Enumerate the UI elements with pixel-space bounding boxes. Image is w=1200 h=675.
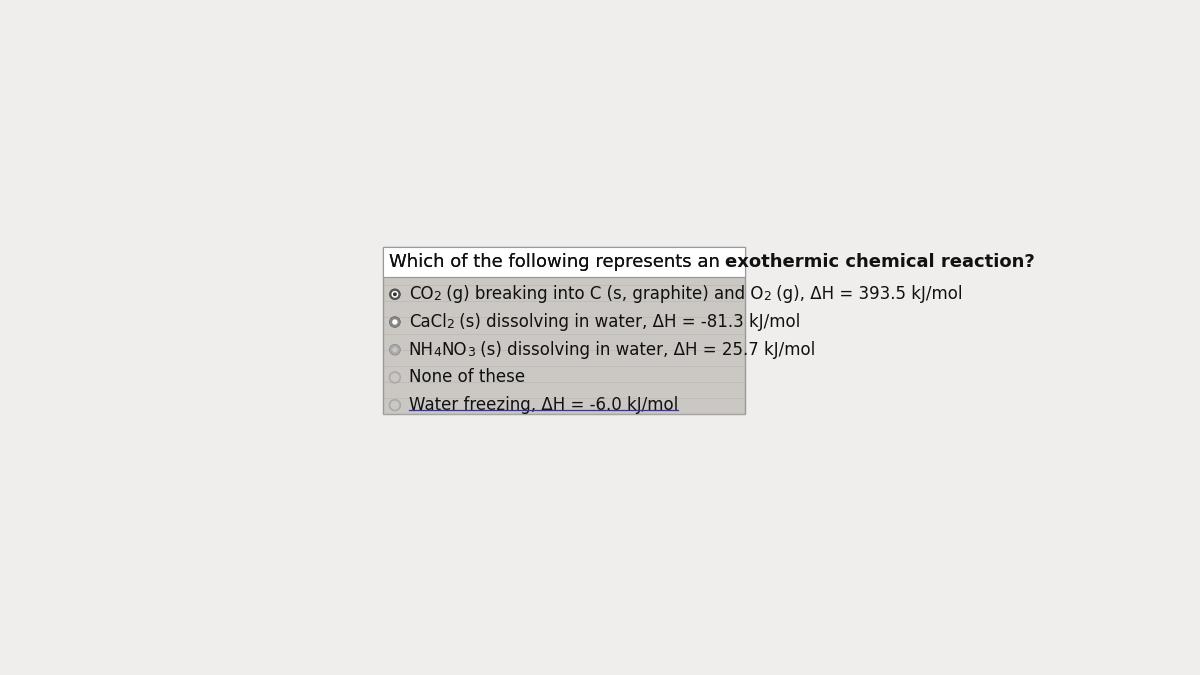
Circle shape [390, 372, 401, 383]
Text: 2: 2 [763, 290, 772, 304]
Text: exothermic chemical reaction?: exothermic chemical reaction? [725, 253, 1036, 271]
Circle shape [392, 347, 397, 352]
Text: 3: 3 [467, 346, 475, 359]
Text: NH: NH [409, 341, 434, 358]
Text: None of these: None of these [409, 369, 524, 387]
Circle shape [390, 344, 401, 355]
Text: 2: 2 [433, 290, 442, 304]
Text: Water freezing, ΔH = -6.0 kJ/mol: Water freezing, ΔH = -6.0 kJ/mol [409, 396, 678, 414]
Text: Which of the following represents an: Which of the following represents an [389, 253, 725, 271]
Text: Which of the following represents an: Which of the following represents an [389, 253, 725, 271]
Text: 4: 4 [434, 346, 442, 359]
FancyBboxPatch shape [383, 246, 745, 414]
Text: 2: 2 [446, 318, 455, 331]
Text: (s) dissolving in water, ΔH = -81.3 kJ/mol: (s) dissolving in water, ΔH = -81.3 kJ/m… [455, 313, 800, 331]
Text: CO: CO [409, 286, 433, 303]
FancyBboxPatch shape [383, 246, 745, 277]
Text: (g) breaking into C (s, graphite) and O: (g) breaking into C (s, graphite) and O [442, 286, 763, 303]
Circle shape [392, 292, 397, 296]
Circle shape [390, 289, 401, 300]
Circle shape [391, 291, 398, 298]
Circle shape [390, 400, 401, 410]
Text: CaCl: CaCl [409, 313, 446, 331]
Circle shape [392, 319, 397, 325]
Text: NO: NO [442, 341, 467, 358]
Text: (g), ΔH = 393.5 kJ/mol: (g), ΔH = 393.5 kJ/mol [772, 286, 962, 303]
Text: (s) dissolving in water, ΔH = 25.7 kJ/mol: (s) dissolving in water, ΔH = 25.7 kJ/mo… [475, 341, 815, 358]
Circle shape [390, 317, 401, 327]
